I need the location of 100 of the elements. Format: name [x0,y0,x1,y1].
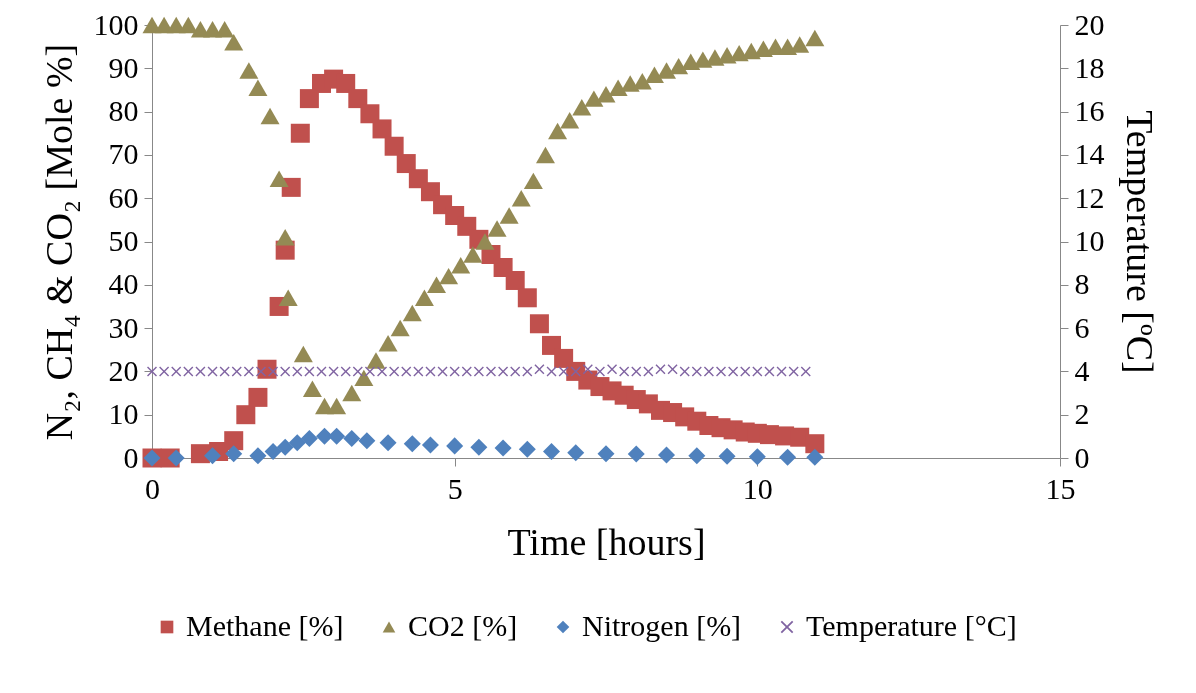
point [414,289,434,307]
point [275,228,295,246]
point [239,62,259,79]
point [427,276,447,294]
point [517,288,537,308]
point [779,448,797,466]
point [269,170,289,187]
point [225,445,243,463]
point [463,246,483,263]
point [348,89,368,109]
point [778,38,798,55]
point [328,427,346,445]
point [681,53,701,71]
point [354,369,374,387]
point [505,270,525,290]
point [249,447,267,465]
point [669,57,689,75]
y2-axis-title: Temperature [ºC] [1118,110,1161,374]
point [548,122,568,140]
legend-label: Nitrogen [%] [582,609,742,642]
point [396,154,416,174]
x-tick-label: 10 [742,471,773,505]
point [658,446,676,464]
point [300,430,318,448]
point [421,436,439,454]
point [327,397,347,415]
x-tick-label: 5 [447,471,463,505]
point [439,267,459,285]
y-axis-title: N₂, CH₄ & CO₂ [Mole %] [37,43,80,441]
y-tick-label: 20 [108,353,139,387]
y2-tick-label: 18 [1074,50,1105,84]
point [358,432,376,450]
point [596,86,616,103]
point [236,405,256,425]
point [518,440,536,458]
point [342,384,362,402]
y-tick-label: 100 [93,7,139,41]
point [372,119,392,139]
point [260,107,280,125]
point [523,172,543,190]
point [281,177,301,197]
point [475,233,495,250]
y-tick-label: 60 [108,180,139,214]
point [632,73,652,90]
point [644,66,664,84]
y2-tick-label: 0 [1074,440,1090,474]
point [384,136,404,156]
y2-tick-label: 16 [1074,94,1105,128]
point [446,437,464,455]
point [224,34,244,51]
point [717,47,737,64]
point [529,314,549,334]
point [748,448,766,466]
point [597,445,615,463]
point [366,352,386,369]
x-tick-label: 15 [1045,471,1076,505]
legend-label: Methane [%] [186,609,344,642]
y-tick-label: 50 [108,224,139,257]
y-tick-label: 0 [123,440,139,474]
point [224,431,244,451]
point [543,443,561,461]
point [403,435,421,453]
point [288,434,306,452]
point [511,189,531,207]
point [718,447,736,465]
point [379,434,397,452]
point [402,304,422,322]
point [264,443,282,461]
point [805,434,825,454]
point [343,430,361,448]
point [584,90,604,107]
point [278,289,298,307]
y2-tick-label: 20 [1074,7,1105,41]
point [451,257,471,274]
point [470,438,488,456]
y-tick-label: 30 [108,310,139,344]
legend-label: CO2 [%] [408,609,518,642]
point [390,319,410,337]
point [705,49,725,66]
y2-tick-label: 14 [1074,137,1105,171]
point [360,104,380,124]
y2-tick-label: 12 [1074,180,1105,214]
point [248,387,268,407]
point [248,79,268,97]
point [290,123,310,143]
y2-tick-label: 4 [1074,353,1090,387]
y-tick-label: 10 [108,397,139,431]
legend-label: Temperature [°C] [806,609,1017,642]
point [336,73,356,93]
point [499,207,519,224]
point [688,447,706,465]
point [572,99,592,116]
y2-tick-label: 6 [1074,310,1090,344]
point [806,448,824,466]
y-tick-label: 70 [108,137,139,171]
x-axis-title: Time [hours] [507,520,706,563]
point [753,40,773,58]
point [302,380,322,397]
point [276,438,294,456]
point [167,449,185,467]
